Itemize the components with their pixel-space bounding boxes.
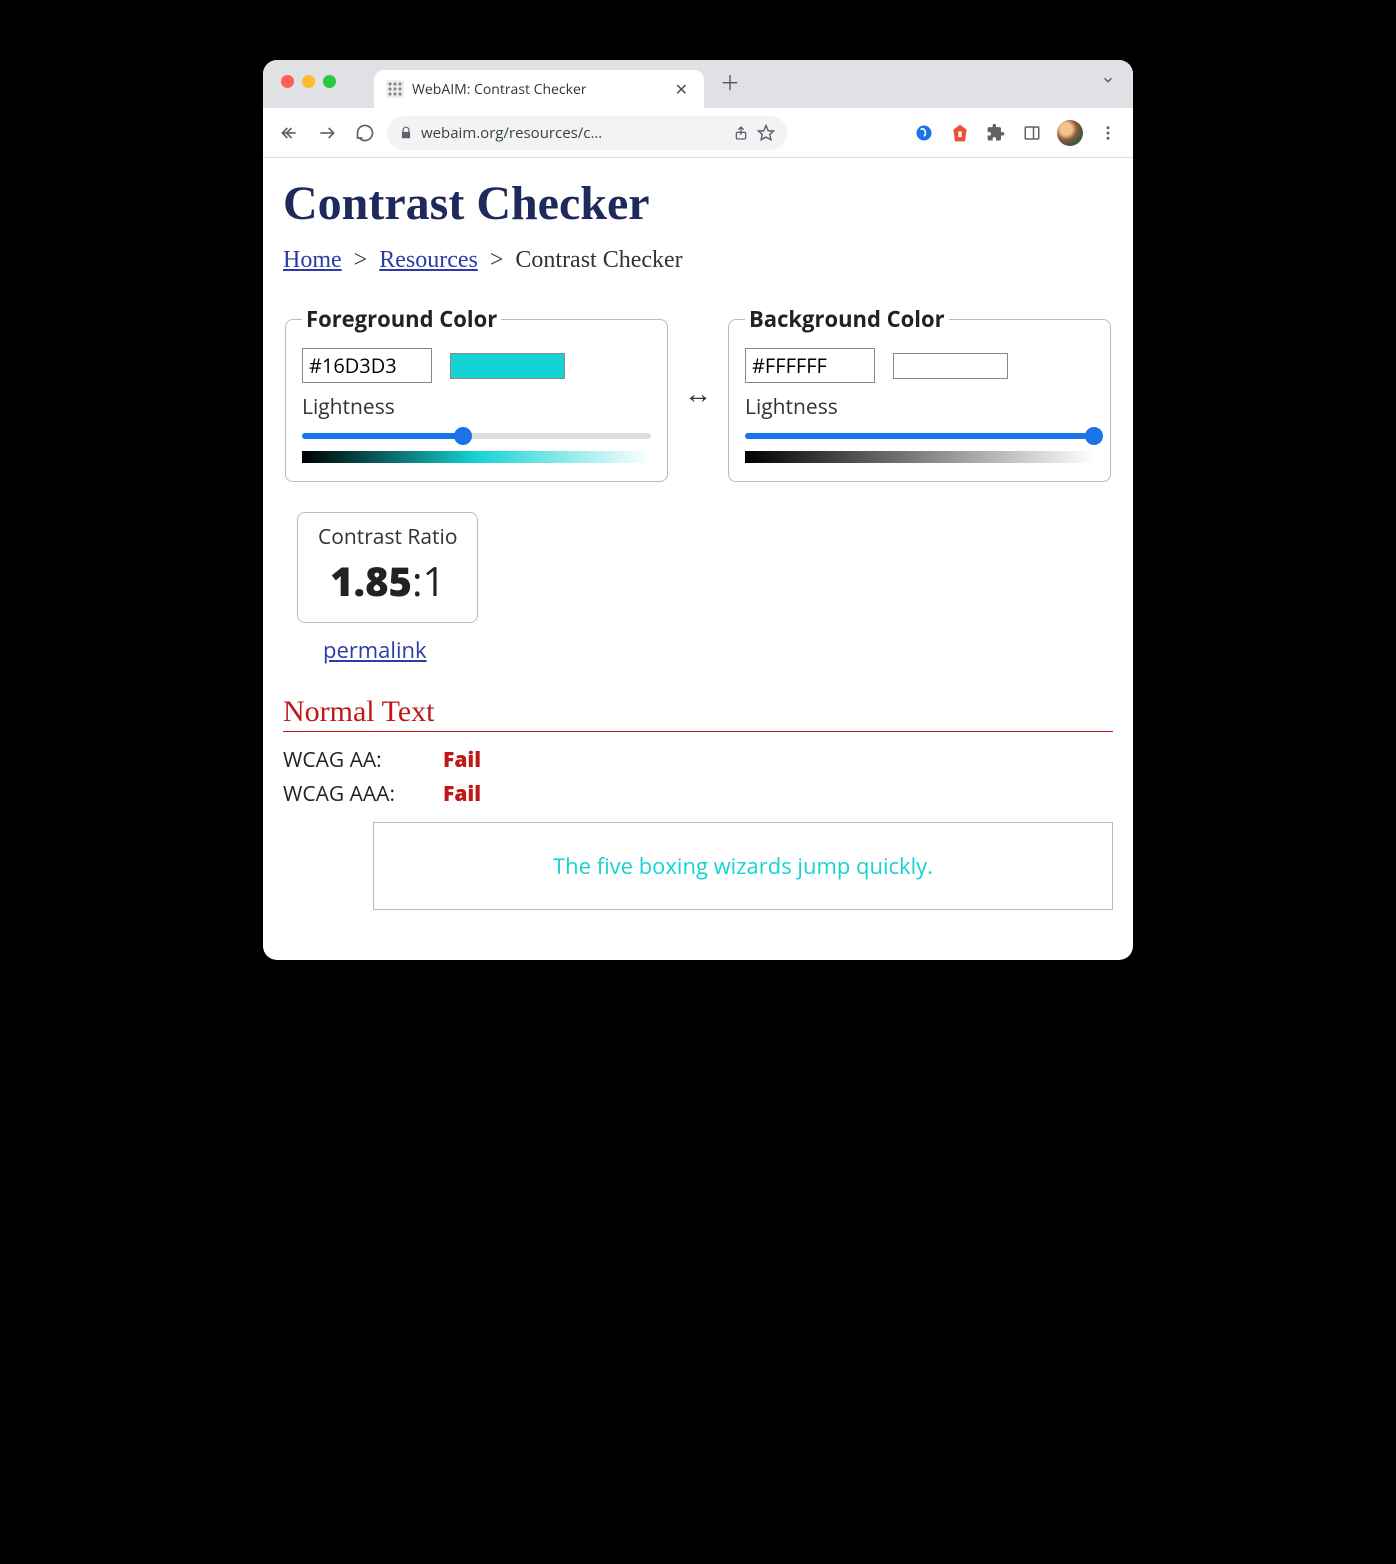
background-legend: Background Color xyxy=(745,304,949,334)
maximize-window-button[interactable] xyxy=(323,75,336,88)
background-lightness-slider[interactable] xyxy=(745,427,1094,445)
star-icon[interactable] xyxy=(757,124,775,142)
profile-avatar[interactable] xyxy=(1057,120,1083,146)
background-hex-input[interactable] xyxy=(745,348,875,383)
extensions-button[interactable] xyxy=(985,122,1007,144)
wcag-label: WCAG AAA: xyxy=(283,780,423,808)
background-fieldset: Background Color Lightness xyxy=(728,304,1111,482)
swap-colors-button[interactable]: ↔ xyxy=(680,374,716,412)
browser-tab[interactable]: WebAIM: Contrast Checker ✕ xyxy=(374,70,704,108)
tabs-dropdown-button[interactable] xyxy=(1093,66,1123,96)
background-lightness-label: Lightness xyxy=(745,393,1094,421)
foreground-lightness-slider[interactable] xyxy=(302,427,651,445)
forward-button[interactable] xyxy=(311,117,343,149)
back-button[interactable] xyxy=(273,117,305,149)
background-swatch[interactable] xyxy=(893,353,1008,379)
breadcrumb-home[interactable]: Home xyxy=(283,247,342,273)
breadcrumb-sep: > xyxy=(348,247,374,273)
breadcrumb-sep: > xyxy=(484,247,510,273)
address-bar[interactable]: webaim.org/resources/c… xyxy=(387,116,787,150)
page-content: Contrast Checker Home > Resources > Cont… xyxy=(263,158,1133,960)
contrast-ratio-value: 1.85:1 xyxy=(318,553,457,608)
browser-window: WebAIM: Contrast Checker ✕ ＋ webaim.org/… xyxy=(263,60,1133,960)
wcag-row: WCAG AAA: Fail xyxy=(283,780,1113,808)
permalink-link[interactable]: permalink xyxy=(323,635,1113,665)
color-pickers-row: Foreground Color Lightness ↔ Background … xyxy=(283,304,1113,482)
wcag-label: WCAG AA: xyxy=(283,746,423,774)
share-icon[interactable] xyxy=(733,125,749,141)
foreground-hex-input[interactable] xyxy=(302,348,432,383)
extension-icon-2[interactable] xyxy=(949,122,971,144)
contrast-ratio-label: Contrast Ratio xyxy=(318,523,457,551)
close-window-button[interactable] xyxy=(281,75,294,88)
close-tab-button[interactable]: ✕ xyxy=(671,78,692,100)
menu-button[interactable] xyxy=(1097,122,1119,144)
url-text: webaim.org/resources/c… xyxy=(421,123,725,143)
tab-strip: WebAIM: Contrast Checker ✕ ＋ xyxy=(263,60,1133,108)
window-controls xyxy=(273,75,344,94)
foreground-legend: Foreground Color xyxy=(302,304,501,334)
breadcrumb-current: Contrast Checker xyxy=(515,247,682,273)
new-tab-button[interactable]: ＋ xyxy=(716,67,744,95)
wcag-result: Fail xyxy=(443,746,481,774)
normal-text-heading: Normal Text xyxy=(283,695,1113,732)
extension-icons xyxy=(913,120,1123,146)
side-panel-button[interactable] xyxy=(1021,122,1043,144)
lock-icon xyxy=(399,126,413,140)
sample-text-box: The five boxing wizards jump quickly. xyxy=(373,822,1113,910)
extension-icon-1[interactable] xyxy=(913,122,935,144)
browser-toolbar: webaim.org/resources/c… xyxy=(263,108,1133,158)
minimize-window-button[interactable] xyxy=(302,75,315,88)
sample-text: The five boxing wizards jump quickly. xyxy=(553,851,933,881)
wcag-row: WCAG AA: Fail xyxy=(283,746,1113,774)
breadcrumb-resources[interactable]: Resources xyxy=(379,247,478,273)
foreground-lightness-label: Lightness xyxy=(302,393,651,421)
foreground-gradient-bar xyxy=(302,451,651,463)
tab-title: WebAIM: Contrast Checker xyxy=(412,80,663,99)
favicon-icon xyxy=(386,80,404,98)
wcag-result: Fail xyxy=(443,780,481,808)
reload-button[interactable] xyxy=(349,117,381,149)
breadcrumb: Home > Resources > Contrast Checker xyxy=(283,247,1113,274)
contrast-ratio-box: Contrast Ratio 1.85:1 xyxy=(297,512,478,623)
page-title: Contrast Checker xyxy=(283,176,1113,231)
background-gradient-bar xyxy=(745,451,1094,463)
foreground-fieldset: Foreground Color Lightness xyxy=(285,304,668,482)
foreground-swatch[interactable] xyxy=(450,353,565,379)
wcag-results: WCAG AA: Fail WCAG AAA: Fail xyxy=(283,746,1113,808)
